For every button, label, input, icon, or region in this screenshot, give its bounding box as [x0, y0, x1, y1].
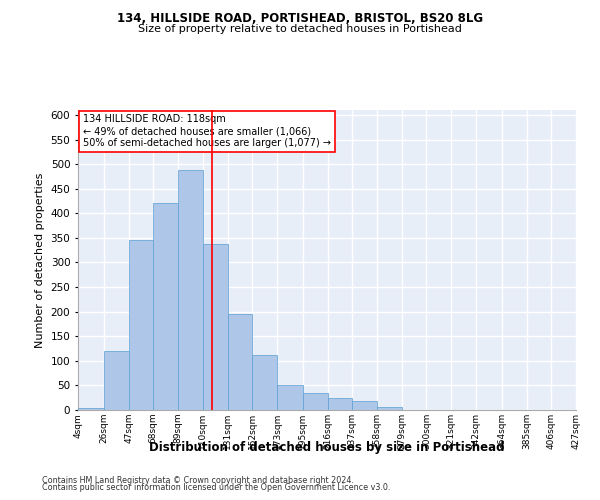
Bar [128, 240, 154, 410]
Bar [352, 401, 377, 410]
Bar [328, 398, 352, 410]
Text: 134, HILLSIDE ROAD, PORTISHEAD, BRISTOL, BS20 8LG: 134, HILLSIDE ROAD, PORTISHEAD, BRISTOL,… [117, 12, 483, 26]
Bar [303, 393, 328, 410]
Bar [154, 204, 178, 410]
Bar [377, 406, 402, 410]
Text: Distribution of detached houses by size in Portishead: Distribution of detached houses by size … [149, 441, 505, 454]
Bar [277, 386, 303, 410]
Bar [78, 408, 104, 410]
Bar [178, 170, 203, 410]
Y-axis label: Number of detached properties: Number of detached properties [35, 172, 45, 348]
Text: 134 HILLSIDE ROAD: 118sqm
← 49% of detached houses are smaller (1,066)
50% of se: 134 HILLSIDE ROAD: 118sqm ← 49% of detac… [83, 114, 331, 148]
Text: Contains public sector information licensed under the Open Government Licence v3: Contains public sector information licen… [42, 484, 391, 492]
Text: Size of property relative to detached houses in Portishead: Size of property relative to detached ho… [138, 24, 462, 34]
Bar [227, 314, 252, 410]
Bar [252, 355, 277, 410]
Bar [104, 351, 128, 410]
Bar [203, 244, 227, 410]
Text: Contains HM Land Registry data © Crown copyright and database right 2024.: Contains HM Land Registry data © Crown c… [42, 476, 354, 485]
